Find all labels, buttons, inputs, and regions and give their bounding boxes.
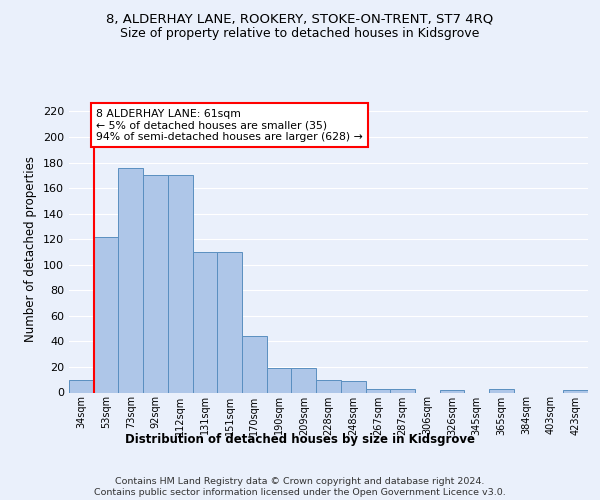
- Text: Size of property relative to detached houses in Kidsgrove: Size of property relative to detached ho…: [121, 28, 479, 40]
- Bar: [440, 390, 464, 392]
- Bar: [242, 336, 267, 392]
- Bar: [118, 168, 143, 392]
- Bar: [563, 390, 588, 392]
- Bar: [365, 388, 390, 392]
- Text: Distribution of detached houses by size in Kidsgrove: Distribution of detached houses by size …: [125, 432, 475, 446]
- Text: 8, ALDERHAY LANE, ROOKERY, STOKE-ON-TRENT, ST7 4RQ: 8, ALDERHAY LANE, ROOKERY, STOKE-ON-TREN…: [106, 12, 494, 26]
- Bar: [193, 252, 217, 392]
- Bar: [316, 380, 341, 392]
- Bar: [292, 368, 316, 392]
- Bar: [390, 388, 415, 392]
- Bar: [143, 176, 168, 392]
- Text: 8 ALDERHAY LANE: 61sqm
← 5% of detached houses are smaller (35)
94% of semi-deta: 8 ALDERHAY LANE: 61sqm ← 5% of detached …: [96, 109, 363, 142]
- Bar: [217, 252, 242, 392]
- Bar: [267, 368, 292, 392]
- Bar: [489, 388, 514, 392]
- Bar: [69, 380, 94, 392]
- Bar: [94, 236, 118, 392]
- Text: Contains HM Land Registry data © Crown copyright and database right 2024.
Contai: Contains HM Land Registry data © Crown c…: [94, 478, 506, 497]
- Y-axis label: Number of detached properties: Number of detached properties: [25, 156, 37, 342]
- Bar: [341, 381, 365, 392]
- Bar: [168, 176, 193, 392]
